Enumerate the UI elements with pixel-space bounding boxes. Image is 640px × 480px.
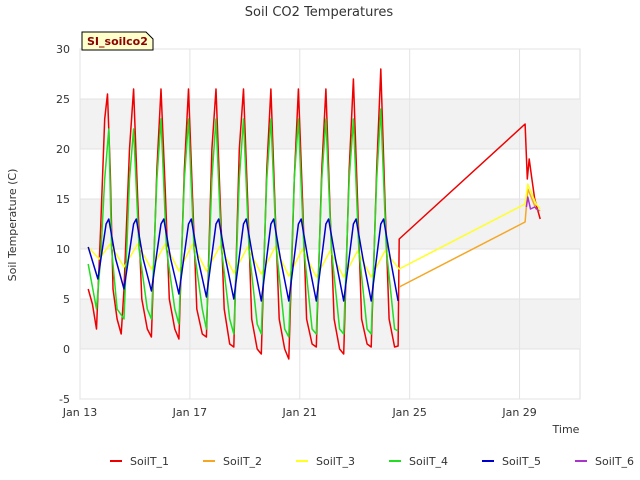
x-tick-label: Jan 25 — [391, 406, 426, 419]
y-axis-ticks: -5 0 5 10 15 20 25 30 — [56, 43, 70, 406]
legend: SoilT_1 SoilT_2 SoilT_3 SoilT_4 SoilT_5 SoilT… — [110, 455, 634, 468]
series-line-soilt-5 — [87, 218, 399, 302]
legend-label: SoilT_6 — [595, 455, 634, 468]
site-badge: SI_soilco2 — [81, 31, 154, 51]
y-tick-label: 5 — [63, 293, 70, 306]
y-axis-label: Soil Temperature (C) — [6, 169, 19, 282]
series-line-soilt-4 — [87, 108, 399, 338]
badge-box — [81, 31, 154, 51]
legend-label: SoilT_4 — [409, 455, 448, 468]
x-axis-ticks: Jan 13 Jan 17 Jan 21 Jan 25 Jan 29 — [62, 406, 537, 419]
y-tick-label: 30 — [56, 43, 70, 56]
y-tick-label: -5 — [59, 393, 70, 406]
x-tick-label: Jan 13 — [62, 406, 97, 419]
y-tick-label: 15 — [56, 193, 70, 206]
chart-title: Soil CO2 Temperatures — [245, 5, 394, 20]
y-tick-label: 10 — [56, 243, 70, 256]
y-tick-label: 25 — [56, 93, 70, 106]
y-tick-label: 0 — [63, 343, 70, 356]
legend-label: SoilT_5 — [502, 455, 541, 468]
y-tick-label: 20 — [56, 143, 70, 156]
x-tick-label: Jan 21 — [282, 406, 317, 419]
legend-label: SoilT_2 — [223, 455, 262, 468]
series-line-soilt-3 — [87, 183, 541, 278]
series-line-soilt-6 — [525, 196, 540, 212]
legend-label: SoilT_1 — [130, 455, 169, 468]
grid-lines — [79, 48, 580, 400]
x-tick-label: Jan 17 — [172, 406, 207, 419]
badge-text: SI_soilco2 — [87, 35, 148, 48]
x-axis-label: Time — [552, 423, 580, 436]
plot-band — [80, 299, 580, 349]
series-lines — [87, 68, 541, 360]
legend-label: SoilT_3 — [316, 455, 355, 468]
x-tick-label: Jan 29 — [501, 406, 536, 419]
